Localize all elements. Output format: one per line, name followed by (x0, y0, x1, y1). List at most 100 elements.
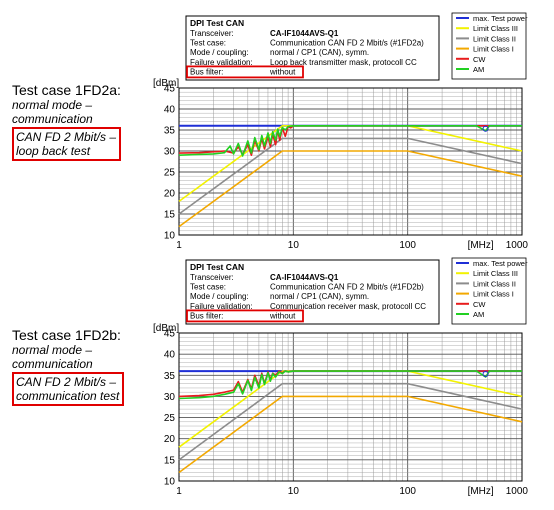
side-label-line: communication (12, 112, 93, 126)
legend-label: max. Test power (473, 14, 528, 23)
series-line-limit-class-2 (178, 382, 523, 461)
legend-label: max. Test power (473, 259, 528, 268)
bus-filter-highlight (186, 309, 304, 323)
plot-area (179, 88, 522, 235)
y-tick-label: 10 (164, 477, 176, 488)
y-tick-label: 35 (164, 126, 176, 137)
y-tick-label: 20 (164, 189, 176, 200)
side-label-highlight-box: CAN FD 2 Mbit/s – loop back test (12, 127, 122, 161)
y-axis-label: [dBm] (153, 78, 179, 89)
y-tick-label: 35 (164, 371, 176, 382)
y-tick-label: 25 (164, 413, 176, 424)
legend-label: Limit Class III (473, 269, 518, 278)
y-tick-label: 30 (164, 392, 176, 403)
side-label-line: loop back test (16, 144, 91, 158)
info-key: Failure validation: (190, 58, 253, 67)
side-label-line: CAN FD 2 Mbit/s – (16, 375, 117, 389)
info-key: Transceiver: (190, 273, 234, 282)
y-tick-label: 40 (164, 350, 176, 361)
series-line-limit-class-2 (178, 137, 523, 215)
side-label-line: communication (12, 357, 93, 371)
side-label-line: CAN FD 2 Mbit/s – (16, 130, 117, 144)
legend-label: AM (473, 65, 484, 74)
plot-frame (178, 332, 523, 482)
legend-label: Limit Class II (473, 34, 516, 43)
info-value: CA-IF1044AVS-Q1 (270, 273, 339, 282)
dip-marker (482, 125, 489, 132)
info-value: Loop back transmitter mask, protocoll CC (270, 58, 417, 67)
series-line-am (178, 370, 522, 400)
y-tick-label: 15 (164, 210, 176, 221)
info-key: Test case: (190, 39, 226, 48)
x-tick-label: 100 (399, 240, 416, 251)
side-label-highlight-box: CAN FD 2 Mbit/s – communication test (12, 372, 125, 406)
info-key: Failure validation: (190, 302, 253, 311)
info-key: Transceiver: (190, 29, 234, 38)
x-tick-label: 10 (288, 240, 300, 251)
info-value: without (269, 311, 296, 320)
side-label-1: Test case 1FD2a: normal mode – communica… (12, 82, 122, 161)
series-line-limit-class-1 (178, 150, 523, 228)
side-label-title: Test case 1FD2a: (12, 82, 121, 98)
dip-marker (482, 371, 489, 378)
plot-area (179, 333, 522, 481)
info-value: Communication CAN FD 2 Mbit/s (#1FD2a) (270, 39, 424, 48)
y-tick-label: 25 (164, 168, 176, 179)
info-box-heading: DPI Test CAN (190, 262, 244, 272)
y-tick-label: 15 (164, 455, 176, 466)
side-label-2: Test case 1FD2b: normal mode – communica… (12, 327, 125, 406)
legend-label: Limit Class II (473, 279, 516, 288)
x-axis-label: [MHz] (468, 486, 494, 497)
x-tick-label: 1 (176, 240, 182, 251)
info-box-heading: DPI Test CAN (190, 18, 244, 28)
y-tick-label: 20 (164, 434, 176, 445)
grid (178, 332, 522, 482)
info-key: Bus filter: (190, 67, 223, 76)
legend-label: CW (473, 55, 486, 64)
series-line-limit-class-1 (178, 395, 523, 474)
y-axis-label: [dBm] (153, 323, 179, 334)
info-key: Test case: (190, 283, 226, 292)
side-label-line: communication test (16, 389, 120, 403)
x-tick-label: 100 (399, 486, 416, 497)
bus-filter-highlight (186, 65, 304, 79)
info-value: without (269, 67, 296, 76)
side-label-line: normal mode – (12, 98, 93, 112)
info-value: Communication receiver mask, protocoll C… (270, 302, 426, 311)
info-key: Mode / coupling: (190, 48, 249, 57)
y-tick-label: 30 (164, 147, 176, 158)
info-value: Communication CAN FD 2 Mbit/s (#1FD2b) (270, 283, 424, 292)
legend-label: Limit Class I (473, 290, 514, 299)
side-label-line: normal mode – (12, 343, 93, 357)
series-line-am (178, 125, 522, 157)
x-tick-label: 1 (176, 486, 182, 497)
info-value: normal / CP1 (CAN), symm. (270, 292, 369, 301)
legend-label: Limit Class I (473, 45, 514, 54)
x-tick-label: 1000 (506, 486, 529, 497)
y-tick-label: 40 (164, 105, 176, 116)
x-axis-label: [MHz] (468, 240, 494, 251)
info-key: Mode / coupling: (190, 292, 249, 301)
side-label-title: Test case 1FD2b: (12, 327, 121, 343)
info-value: CA-IF1044AVS-Q1 (270, 29, 339, 38)
info-value: normal / CP1 (CAN), symm. (270, 48, 369, 57)
x-tick-label: 10 (288, 486, 300, 497)
legend-label: CW (473, 300, 486, 309)
y-tick-label: 45 (164, 329, 176, 340)
plot-frame (178, 87, 523, 236)
info-box-frame (185, 15, 440, 81)
x-tick-label: 1000 (506, 240, 529, 251)
info-box-frame (185, 259, 440, 325)
info-key: Bus filter: (190, 311, 223, 320)
legend-label: Limit Class III (473, 24, 518, 33)
y-tick-label: 45 (164, 84, 176, 95)
legend-label: AM (473, 310, 484, 319)
y-tick-label: 10 (164, 231, 176, 242)
